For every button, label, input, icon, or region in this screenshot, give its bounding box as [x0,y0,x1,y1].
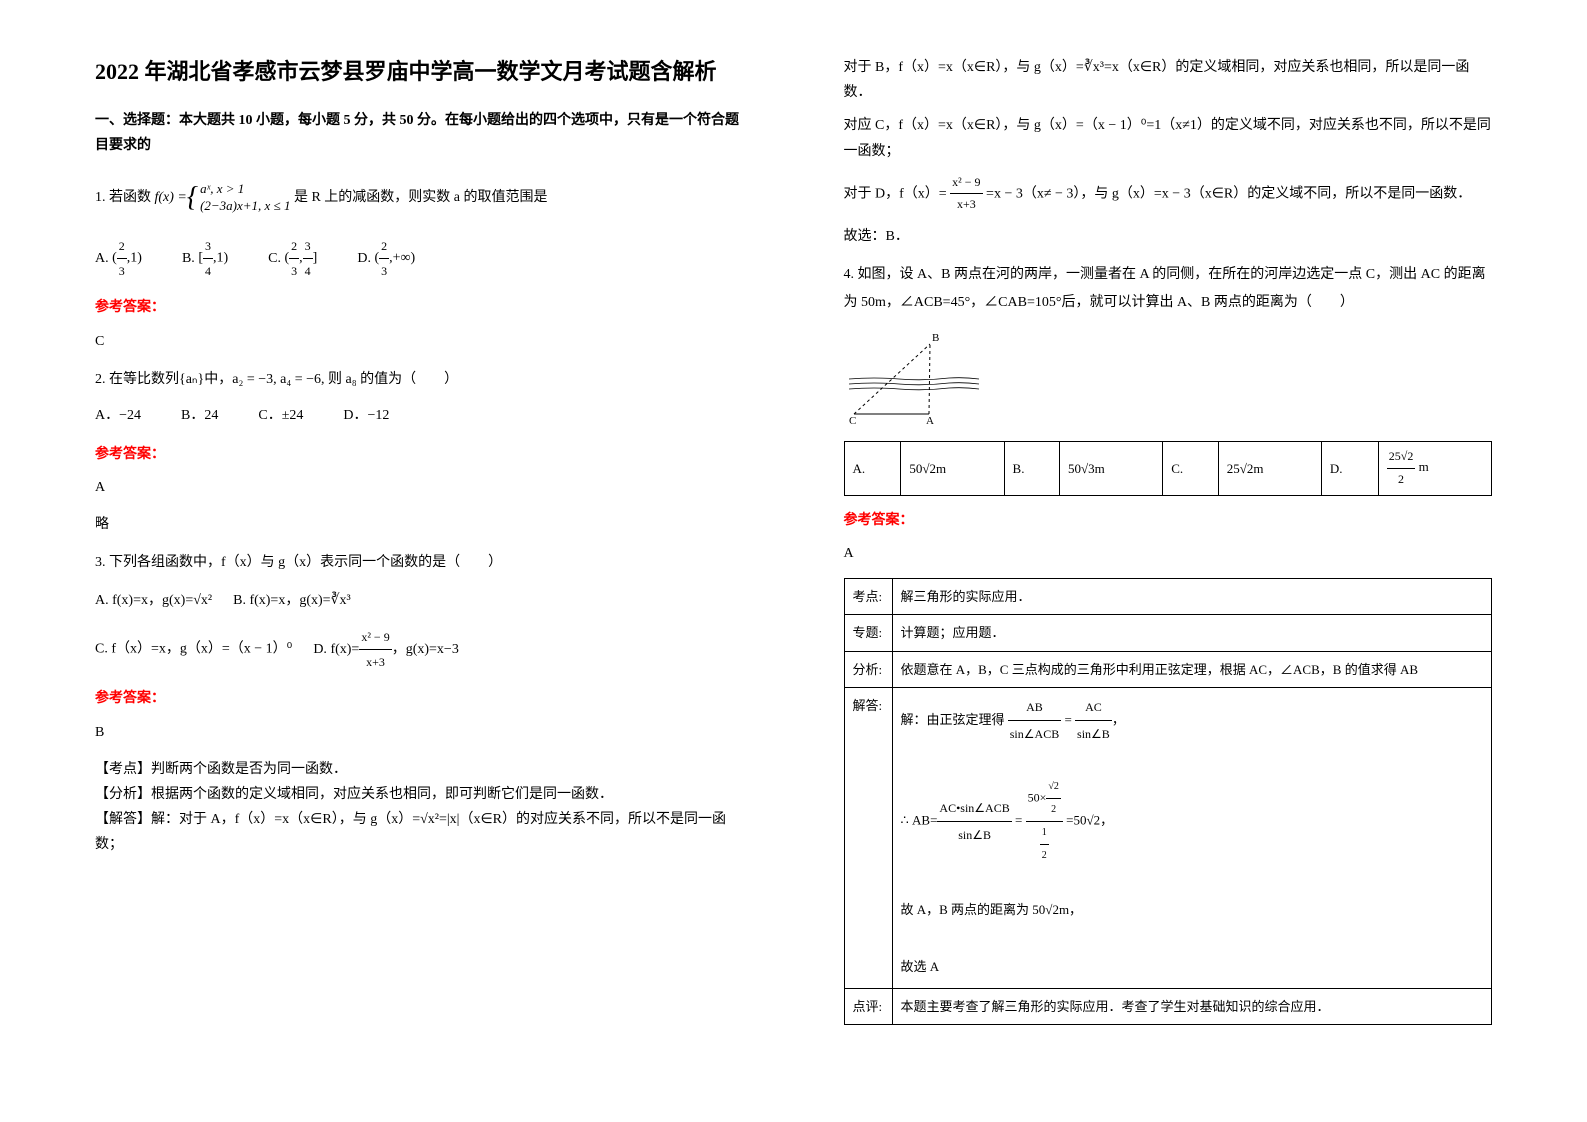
q3-options-row2: C. f（x）=x，g（x）=（x − 1）⁰ D. f(x)=x² − 9x+… [95,625,744,674]
q4-optB-val: 50√3m [1060,442,1163,495]
q1-formula: f(x) = {aˣ, x > 1(2−3a)x+1, x ≤ 1 [155,170,291,226]
q3-options-row1: A. f(x)=x，g(x)=√x² B. f(x)=x，g(x)=∛x³ [95,587,744,615]
q1-optA: A. (23,1) [95,234,142,283]
q3-jieda-d: 对于 D，f（x）= x² − 9x+3 =x − 3（x≠ − 3），与 g（… [844,172,1493,216]
q4-kaodian-text: 解三角形的实际应用． [892,578,1492,614]
q2-optA: A．−24 [95,402,141,430]
q1-answer: C [95,329,744,354]
q4-optD-val: 25√22 m [1378,442,1491,495]
q3-answer: B [95,720,744,745]
page-title: 2022 年湖北省孝感市云梦县罗庙中学高一数学文月考试题含解析 [95,55,744,88]
q1-optB: B. [34,1) [182,234,228,283]
q3-optC: C. f（x）=x，g（x）=（x − 1）⁰ [95,642,292,657]
q4-optC-label: C. [1163,442,1219,495]
q4-optC-val: 25√2m [1218,442,1321,495]
q4-kaodian-label: 考点: [844,578,892,614]
q3-optD: D. f(x)=x² − 9x+3，g(x)=x−3 [313,642,459,657]
q3-jieda-c: 对应 C，f（x）=x（x∈R），与 g（x）=（x − 1）⁰=1（x≠1）的… [844,113,1493,163]
q1-options: A. (23,1) B. [34,1) C. (23,34] D. (23,+∞… [95,234,744,283]
q4-fenxi-label: 分析: [844,651,892,687]
q3-fenxi: 【分析】根据两个函数的定义域相同，对应关系也相同，即可判断它们是同一函数． [95,782,744,807]
q4-text: 4. 如图，设 A、B 两点在河的两岸，一测量者在 A 的同侧，在所在的河岸边选… [844,267,1486,310]
q2-optD: D．−12 [343,402,389,430]
q4-options-table: A. 50√2m B. 50√3m C. 25√2m D. 25√22 m [844,441,1493,495]
q1-optC: C. (23,34] [268,234,317,283]
q2-options: A．−24 B．24 C．±24 D．−12 [95,402,744,430]
q4-answer-label: 参考答案： [844,508,1493,533]
q3-jieda-b: 对于 B，f（x）=x（x∈R），与 g（x）=∛x³=x（x∈R）的定义域相同… [844,55,1493,105]
q3-optB: B. f(x)=x，g(x)=∛x³ [233,593,351,608]
q1-answer-label: 参考答案： [95,295,744,320]
q4-optA-label: A. [844,442,901,495]
question-3: 3. 下列各组函数中，f（x）与 g（x）表示同一个函数的是（ ） A. f(x… [95,549,744,674]
q4-zhuanti-label: 专题: [844,615,892,651]
q4-jieda-text: 解：由正弦定理得 ABsin∠ACB = ACsin∠B， ∴ AB=AC•si… [892,688,1492,989]
q1-suffix: 是 R 上的减函数，则实数 a 的取值范围是 [294,191,548,206]
q3-text: 3. 下列各组函数中，f（x）与 g（x）表示同一个函数的是（ ） [95,555,502,570]
q4-optA-val: 50√2m [901,442,1004,495]
question-2: 2. 在等比数列{aₙ}中，a₂ = −3, a₄ = −6, 则 a₈ 的值为… [95,366,744,430]
q3-conclusion: 故选：B． [844,224,1493,249]
q3-kaodian: 【考点】判断两个函数是否为同一函数． [95,757,744,782]
svg-text:A: A [926,415,934,424]
svg-text:C: C [849,415,856,424]
q4-zhuanti-text: 计算题；应用题． [892,615,1492,651]
q2-text: 2. 在等比数列{aₙ}中，a₂ = −3, a₄ = −6, 则 a₈ 的值为… [95,372,458,387]
q4-optB-label: B. [1004,442,1060,495]
q4-dianping-text: 本题主要考查了解三角形的实际应用．考查了学生对基础知识的综合应用． [892,988,1492,1024]
question-4: 4. 如图，设 A、B 两点在河的两岸，一测量者在 A 的同侧，在所在的河岸边选… [844,261,1493,317]
q2-answer: A [95,475,744,500]
q4-dianping-label: 点评: [844,988,892,1024]
q3-jieda-a: 【解答】解：对于 A，f（x）=x（x∈R），与 g（x）=√x²=|x|（x∈… [95,807,744,857]
q4-optD-label: D. [1321,442,1378,495]
q4-diagram: B C A [844,329,1493,433]
q2-optC: C．±24 [258,402,303,430]
q2-optB: B．24 [181,402,218,430]
q4-solution-table: 考点: 解三角形的实际应用． 专题: 计算题；应用题． 分析: 依题意在 A，B… [844,578,1493,1025]
q4-jieda-label: 解答: [844,688,892,989]
q2-note: 略 [95,512,744,537]
q4-answer: A [844,541,1493,566]
q2-answer-label: 参考答案： [95,442,744,467]
q3-answer-label: 参考答案： [95,686,744,711]
q4-fenxi-text: 依题意在 A，B，C 三点构成的三角形中利用正弦定理，根据 AC，∠ACB，B … [892,651,1492,687]
q1-prefix: 1. 若函数 [95,191,151,206]
question-1: 1. 若函数 f(x) = {aˣ, x > 1(2−3a)x+1, x ≤ 1… [95,170,744,283]
svg-text:B: B [932,332,939,344]
section-header-1: 一、选择题：本大题共 10 小题，每小题 5 分，共 50 分。在每小题给出的四… [95,108,744,158]
q3-optA: A. f(x)=x，g(x)=√x² [95,593,212,608]
q1-optD: D. (23,+∞) [357,234,415,283]
